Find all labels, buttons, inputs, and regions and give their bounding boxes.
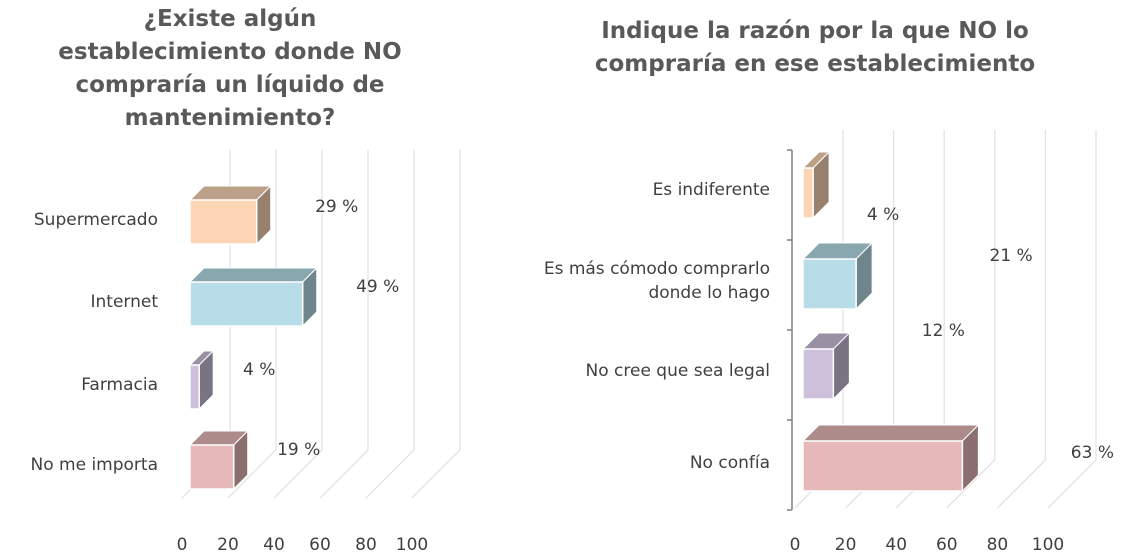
value-label: 49 % — [356, 277, 399, 297]
x-tick-label: 20 — [835, 535, 857, 555]
bar — [802, 167, 814, 219]
value-label: 19 % — [277, 440, 320, 460]
category-label: No cree que sea legal — [585, 361, 771, 381]
x-tick-label: 0 — [177, 535, 188, 555]
bar — [189, 364, 200, 410]
bar — [802, 348, 835, 400]
grid-line — [1047, 459, 1097, 509]
value-label: 29 % — [315, 197, 358, 217]
category-label: Farmacia — [81, 375, 158, 395]
bar-top — [188, 267, 318, 283]
x-tick-label: 60 — [309, 535, 331, 555]
x-tick-label: 40 — [885, 535, 907, 555]
chart-title: Indique la razón por la que NO lo compra… — [594, 18, 1036, 77]
bar-top — [801, 424, 980, 442]
category-label: Es más cómodo comprarlo donde lo hago — [543, 259, 770, 303]
bar — [189, 444, 235, 490]
category-label: No confía — [689, 453, 770, 473]
category-label: Internet — [90, 292, 158, 312]
grid-line — [996, 459, 1046, 509]
x-tick-label: 80 — [987, 535, 1009, 555]
chart-title: ¿Existe algún establecimiento donde NO c… — [58, 6, 402, 131]
grid-line — [411, 449, 461, 499]
value-label: 21 % — [990, 246, 1033, 266]
value-label: 4 % — [867, 205, 899, 225]
category-label: Es indiferente — [652, 180, 770, 200]
grid-line — [946, 459, 996, 509]
bar — [189, 281, 304, 327]
category-label: Supermercado — [33, 210, 158, 230]
value-label: 63 % — [1071, 443, 1114, 463]
value-label: 4 % — [243, 360, 275, 380]
x-tick-label: 100 — [1032, 535, 1064, 555]
x-tick-label: 100 — [396, 535, 428, 555]
bar — [189, 199, 258, 245]
x-tick-label: 0 — [790, 535, 801, 555]
x-tick-label: 80 — [355, 535, 377, 555]
x-tick-label: 20 — [217, 535, 239, 555]
grid-line — [227, 449, 277, 499]
value-label: 12 % — [922, 321, 965, 341]
category-label: No me importa — [30, 455, 159, 475]
x-tick-label: 60 — [936, 535, 958, 555]
bar — [802, 440, 964, 492]
grid-line — [319, 449, 369, 499]
grid-line — [273, 449, 323, 499]
x-tick-label: 40 — [263, 535, 285, 555]
bar — [802, 258, 857, 310]
grid-line — [365, 449, 415, 499]
